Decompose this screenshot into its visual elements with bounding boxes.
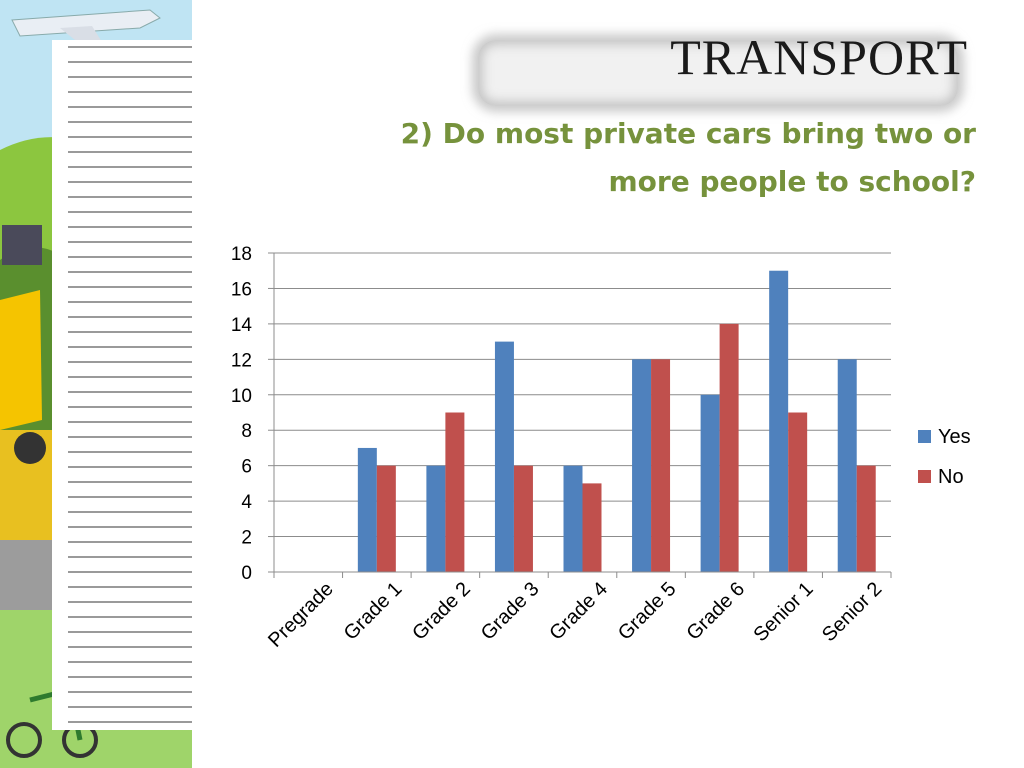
- notebook-rule: [68, 541, 192, 543]
- legend-label: Yes: [938, 426, 971, 448]
- bars: [357, 270, 876, 572]
- y-tick-label: 2: [241, 528, 252, 549]
- notebook-rule: [68, 301, 192, 303]
- notebook-rule: [68, 106, 192, 108]
- x-category-label: Senior 1: [749, 578, 817, 646]
- notebook-rule: [68, 376, 192, 378]
- bar-no: [788, 412, 808, 572]
- bar-yes: [632, 359, 652, 572]
- bar-no: [856, 465, 876, 572]
- notebook-rule: [68, 391, 192, 393]
- bar-yes: [700, 394, 720, 572]
- notebook-rule: [68, 346, 192, 348]
- legend-label: No: [938, 466, 964, 488]
- notebook-rule: [68, 421, 192, 423]
- bar-yes: [563, 465, 583, 572]
- notebook-rule: [68, 256, 192, 258]
- slide-title: TRANSPORT: [670, 29, 968, 85]
- x-category-label: Grade 3: [477, 578, 544, 645]
- notebook-rule: [68, 406, 192, 408]
- notebook-rule: [68, 286, 192, 288]
- notebook-rule: [68, 721, 192, 723]
- notebook-rule: [68, 61, 192, 63]
- notebook-rule: [68, 316, 192, 318]
- notebook-rule: [68, 211, 192, 213]
- y-tick-label: 8: [241, 421, 252, 442]
- notebook-lines: [52, 40, 192, 730]
- notebook-rule: [68, 46, 192, 48]
- x-category-label: Senior 2: [818, 578, 886, 646]
- notebook-rule: [68, 241, 192, 243]
- notebook-rule: [68, 181, 192, 183]
- bar-no: [513, 465, 533, 572]
- bar-yes: [837, 359, 857, 572]
- slide-subtitle: 2) Do most private cars bring two or mor…: [356, 110, 976, 206]
- notebook-rule: [68, 151, 192, 153]
- notebook-rule: [68, 331, 192, 333]
- legend-swatch: [918, 430, 931, 443]
- y-tick-label: 18: [231, 244, 252, 265]
- notebook-rule: [68, 76, 192, 78]
- notebook-rule: [68, 496, 192, 498]
- y-tick-label: 12: [231, 350, 252, 371]
- notebook-rule: [68, 451, 192, 453]
- notebook-rule: [68, 526, 192, 528]
- bar-yes: [357, 447, 377, 572]
- notebook-rule: [68, 136, 192, 138]
- bar-no: [445, 412, 465, 572]
- notebook-rule: [68, 556, 192, 558]
- notebook-rule: [68, 361, 192, 363]
- notebook-rule: [68, 676, 192, 678]
- notebook-rule: [68, 586, 192, 588]
- y-tick-label: 10: [231, 386, 252, 407]
- title-plaque: [478, 40, 958, 106]
- notebook-rule: [68, 436, 192, 438]
- x-category-label: Grade 5: [614, 578, 681, 645]
- notebook-rule: [68, 166, 192, 168]
- x-category-label: Grade 6: [682, 578, 749, 645]
- bar-yes: [494, 341, 514, 572]
- notebook-rule: [68, 196, 192, 198]
- bar-yes: [426, 465, 446, 572]
- bar-no: [719, 323, 739, 572]
- y-tick-label: 14: [231, 315, 253, 336]
- notebook-rule: [68, 616, 192, 618]
- bar-no: [651, 359, 671, 572]
- notebook-rule: [68, 271, 192, 273]
- notebook-rule: [68, 91, 192, 93]
- y-tick-label: 0: [241, 563, 252, 584]
- notebook-rule: [68, 646, 192, 648]
- bar-no: [582, 483, 602, 572]
- y-tick-label: 4: [241, 492, 252, 513]
- notebook-rule: [68, 661, 192, 663]
- notebook-rule: [68, 706, 192, 708]
- bar-no: [376, 465, 396, 572]
- notebook-rule: [68, 226, 192, 228]
- x-category-label: Grade 1: [340, 578, 407, 645]
- notebook-rule: [68, 571, 192, 573]
- legend-swatch: [918, 470, 931, 483]
- subtitle-line-2: more people to school?: [608, 165, 977, 198]
- notebook-rule: [68, 631, 192, 633]
- y-tick-label: 16: [231, 279, 252, 300]
- notebook-rule: [68, 601, 192, 603]
- bar-yes: [769, 270, 789, 572]
- notebook-rule: [68, 481, 192, 483]
- notebook-rule: [68, 466, 192, 468]
- x-category-label: Grade 2: [408, 578, 475, 645]
- notebook-rule: [68, 121, 192, 123]
- notebook-rule: [68, 511, 192, 513]
- subtitle-line-1: 2) Do most private cars bring two or: [400, 117, 976, 150]
- side-illustration: [0, 0, 192, 768]
- x-category-label: Grade 4: [545, 578, 612, 645]
- legend: Yes No: [918, 426, 971, 488]
- x-category-label: Pregrade: [264, 578, 338, 652]
- y-tick-label: 6: [241, 457, 252, 478]
- notebook-rule: [68, 691, 192, 693]
